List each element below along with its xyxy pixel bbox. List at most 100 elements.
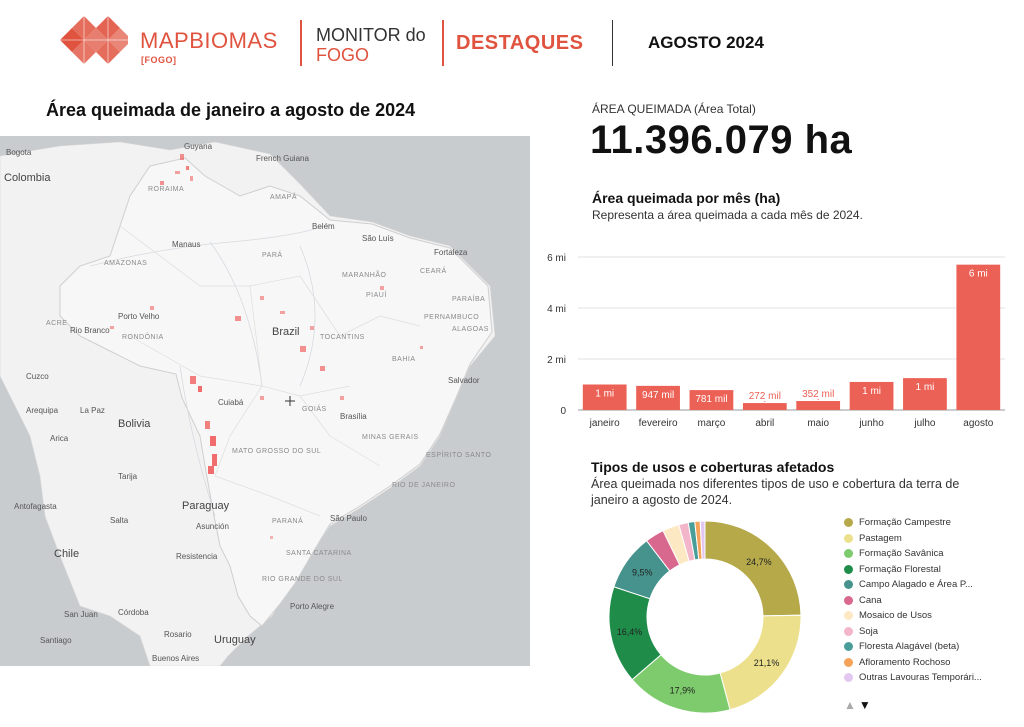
map-label: Rosario [164, 630, 192, 639]
map-label: Cuzco [26, 372, 49, 381]
legend-item[interactable]: Mosaico de Usos [844, 608, 1014, 624]
legend-label: Outras Lavouras Temporári... [859, 672, 982, 684]
bar-abril[interactable] [742, 403, 787, 410]
monitor-title-line2: FOGO [316, 45, 369, 65]
bar-fevereiro[interactable] [636, 385, 680, 410]
legend-item[interactable]: Formação Savânica [844, 546, 1014, 562]
monthly-bar-chart[interactable]: 0 2 mi 4 mi 6 mi 1 mi janeiro 947 mil fevereiro… [540, 244, 1010, 434]
legend-pagination[interactable]: ▲ ▼ [844, 698, 871, 712]
map-label: Arequipa [26, 406, 59, 415]
legend-item[interactable]: Formação Florestal [844, 562, 1014, 578]
donut-legend: Formação Campestre Pastagem Formação Savân… [844, 515, 1014, 686]
map-label: PARÁ [262, 252, 283, 259]
legend-label: Formação Savânica [859, 548, 944, 560]
map-label: Resistencia [176, 552, 218, 561]
map-label: São Paulo [330, 514, 367, 523]
legend-label: Formação Florestal [859, 563, 941, 575]
legend-item[interactable]: Cana [844, 593, 1014, 609]
legend-item[interactable]: Floresta Alagável (beta) [844, 639, 1014, 655]
legend-swatch [844, 642, 853, 652]
x-tick-label: fevereiro [639, 418, 678, 429]
map-label: Salvador [448, 376, 480, 385]
map-label: ESPÍRITO SANTO [426, 452, 492, 459]
map-label: RORAIMA [148, 186, 185, 193]
donut-slice[interactable] [704, 520, 802, 617]
bar-janeiro[interactable] [582, 384, 627, 411]
map-label: PERNAMBUCO [424, 314, 480, 321]
bar-maio[interactable] [796, 401, 841, 410]
map-label: Colombia [4, 172, 51, 184]
legend-swatch [844, 657, 853, 667]
header-divider [612, 20, 613, 66]
bar-março[interactable] [689, 390, 734, 410]
legend-swatch [844, 533, 853, 543]
legend-swatch [844, 564, 853, 574]
donut-chart-subtitle: Área queimada nos diferentes tipos de us… [591, 477, 960, 507]
map-label: Arica [50, 434, 69, 443]
map-label: San Juan [64, 610, 98, 619]
map-label: São Luís [362, 234, 394, 243]
rivers [89, 223, 331, 517]
bar-chart-title: Área queimada por mês (ha) [592, 190, 781, 206]
map-label: Salta [110, 516, 129, 525]
logo-text-light: MAP [140, 28, 190, 53]
legend-swatch [844, 549, 853, 559]
bar-data-label: 6 mi [969, 269, 988, 280]
bar-data-label: 1 mi [915, 382, 934, 393]
map-title: Área queimada de janeiro a agosto de 202… [46, 100, 416, 120]
y-tick-label: 0 [560, 406, 566, 417]
legend-item[interactable]: Outras Lavouras Temporári... [844, 670, 1014, 686]
legend-item[interactable]: Formação Campestre [844, 515, 1014, 531]
map-label: SANTA CATARINA [286, 550, 352, 557]
map-label: AMAZONAS [104, 260, 148, 267]
map-label: PARAÍBA [452, 296, 486, 303]
land-brazil [59, 157, 493, 627]
logo-subtitle: [FOGO] [141, 55, 177, 65]
map-label: PIAUÍ [366, 292, 387, 299]
map-label: ACRE [46, 320, 68, 327]
map-label: Asunción [196, 522, 229, 531]
burned-area-map[interactable]: Bogota Colombia Guyana French Guiana ROR… [0, 136, 530, 666]
legend-label: Floresta Alagável (beta) [859, 641, 960, 653]
map-label: MATO GROSSO DO SUL [232, 448, 322, 455]
legend-next-icon[interactable]: ▼ [858, 698, 871, 712]
legend-item[interactable]: Afloramento Rochoso [844, 655, 1014, 671]
map-label: RIO GRANDE DO SUL [262, 576, 343, 583]
legend-swatch [844, 595, 853, 605]
legend-item[interactable]: Pastagem [844, 531, 1014, 547]
map-label: Porto Velho [118, 312, 160, 321]
map-canvas [0, 141, 496, 666]
map-label: Brazil [272, 326, 300, 338]
x-tick-label: julho [913, 418, 936, 429]
kpi-value: 11.396.079 ha [590, 118, 853, 162]
legend-prev-icon[interactable]: ▲ [844, 698, 856, 712]
legend-swatch [844, 518, 853, 528]
map-label: GOIÁS [302, 406, 327, 413]
map-label: CEARÁ [420, 268, 447, 275]
monitor-title: MONITOR do FOGO [316, 25, 426, 65]
bar-data-label: 272 mil [749, 391, 781, 402]
bar-agosto[interactable] [956, 264, 1001, 410]
legend-swatch [844, 626, 853, 636]
legend-swatch [844, 611, 853, 621]
slice-label: 21,1% [754, 658, 780, 668]
map-label: Buenos Aires [152, 654, 200, 663]
monitor-title-line1: MONITOR do [316, 25, 426, 45]
map-label: PARANÁ [272, 518, 304, 525]
land-cover-donut-chart[interactable]: 24,7% 21,1% 17,9% 16,4% 9,5% [600, 512, 810, 722]
map-label: Bolivia [118, 418, 151, 430]
bar-data-label: 1 mi [595, 389, 614, 400]
donut-slice[interactable] [699, 520, 706, 560]
legend-item[interactable]: Soja [844, 624, 1014, 640]
bar-junho[interactable] [849, 381, 894, 410]
y-tick-label: 2 mi [547, 355, 566, 366]
map-label: Manaus [172, 240, 201, 249]
map-label: MARANHÃO [342, 272, 387, 279]
map-label: Guyana [184, 142, 213, 151]
bar-data-label: 947 mil [642, 390, 674, 401]
fire-scars [110, 154, 423, 539]
bar-julho[interactable] [903, 378, 947, 410]
legend-item[interactable]: Campo Alagado e Área P... [844, 577, 1014, 593]
map-label: Tarija [118, 472, 138, 481]
map-label: TOCANTINS [320, 334, 365, 341]
